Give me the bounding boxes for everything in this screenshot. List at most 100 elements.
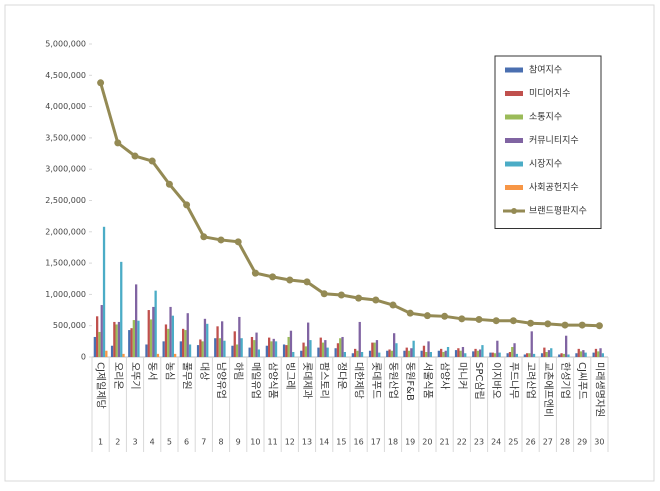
bar bbox=[343, 351, 346, 357]
rank-label: 8 bbox=[218, 438, 223, 447]
bar bbox=[137, 320, 140, 357]
bar bbox=[540, 353, 544, 357]
line-marker bbox=[183, 201, 191, 209]
line-marker bbox=[423, 312, 431, 320]
bar bbox=[309, 340, 312, 357]
bar bbox=[132, 320, 135, 357]
bar bbox=[235, 344, 239, 357]
bar bbox=[422, 345, 426, 357]
line-marker bbox=[97, 79, 105, 87]
rank-label: 17 bbox=[371, 438, 381, 447]
bar bbox=[506, 353, 509, 357]
legend-swatch bbox=[505, 161, 523, 167]
rank-label: 24 bbox=[491, 438, 501, 447]
bar bbox=[390, 350, 393, 357]
bar bbox=[268, 337, 271, 357]
x-tick-label: 남양유업 bbox=[215, 362, 228, 399]
legend-label: 커뮤니티지수 bbox=[529, 135, 579, 146]
legend-label: 사회공헌지수 bbox=[529, 182, 579, 193]
bar bbox=[270, 341, 273, 357]
x-tick-label: 롯데제과 bbox=[301, 362, 313, 399]
bar bbox=[93, 336, 97, 357]
x-tick-label: 빙그레 bbox=[284, 362, 296, 390]
bar bbox=[128, 330, 131, 357]
bar bbox=[214, 338, 217, 357]
legend-label: 미디어지수 bbox=[529, 88, 570, 99]
bar bbox=[489, 352, 492, 357]
bar bbox=[255, 332, 258, 357]
bar bbox=[354, 348, 357, 357]
line-marker bbox=[578, 321, 586, 329]
bar bbox=[513, 343, 516, 357]
bar bbox=[565, 335, 568, 357]
bar bbox=[599, 348, 602, 357]
bar bbox=[173, 353, 177, 357]
bar bbox=[427, 341, 430, 357]
x-tick-label: 동원F&B bbox=[404, 362, 416, 401]
y-tick-label: 3,500,000 bbox=[45, 133, 86, 142]
bar bbox=[395, 343, 398, 357]
bar bbox=[562, 353, 565, 357]
bar bbox=[321, 342, 325, 357]
bar bbox=[496, 340, 499, 357]
line-marker bbox=[441, 312, 449, 320]
rank-label: 6 bbox=[184, 438, 189, 447]
x-tick-label: 동원산업 bbox=[387, 362, 400, 399]
bar bbox=[221, 321, 224, 357]
rank-label: 5 bbox=[167, 438, 172, 447]
rank-label: 12 bbox=[285, 438, 295, 447]
line-marker bbox=[148, 157, 156, 165]
line-marker bbox=[372, 296, 380, 304]
x-tick-label: CJ씨푸드 bbox=[576, 362, 588, 400]
line-marker bbox=[389, 301, 397, 309]
legend-swatch bbox=[505, 138, 523, 143]
rank-label: 9 bbox=[236, 438, 241, 447]
bar bbox=[272, 338, 275, 357]
bar bbox=[339, 338, 342, 357]
bar bbox=[319, 337, 322, 357]
rank-label: 16 bbox=[354, 438, 364, 447]
rank-label: 26 bbox=[526, 438, 536, 447]
line-marker bbox=[561, 321, 569, 329]
bar bbox=[442, 351, 445, 357]
line-marker bbox=[114, 139, 122, 147]
bar bbox=[201, 341, 204, 357]
bar bbox=[388, 349, 391, 357]
bar bbox=[115, 324, 118, 357]
bar bbox=[575, 353, 578, 357]
legend-label: 브랜드평판지수 bbox=[529, 206, 587, 217]
y-tick-label: 2,500,000 bbox=[45, 196, 86, 205]
bar bbox=[289, 330, 293, 357]
y-tick-label: 4,000,000 bbox=[45, 102, 86, 111]
x-tick-label: 하림 bbox=[232, 362, 245, 380]
line-marker bbox=[544, 320, 552, 328]
bar bbox=[135, 284, 138, 357]
bar bbox=[592, 352, 595, 357]
legend-swatch bbox=[505, 91, 523, 96]
x-tick-label: 미래생명자원 bbox=[593, 362, 605, 417]
bar bbox=[597, 351, 600, 357]
legend-label: 소통지수 bbox=[529, 112, 562, 123]
rank-label: 3 bbox=[132, 438, 137, 447]
x-tick-label: 고려산업 bbox=[525, 362, 538, 399]
x-tick-label: 삼양식품 bbox=[267, 362, 279, 399]
line-marker bbox=[406, 309, 414, 317]
bar bbox=[167, 328, 170, 357]
rank-label: 2 bbox=[115, 438, 120, 447]
bar bbox=[515, 353, 518, 357]
line-marker bbox=[527, 319, 535, 327]
bar bbox=[356, 350, 359, 357]
y-tick-label: 0 bbox=[81, 353, 86, 362]
bar bbox=[493, 353, 497, 357]
bar bbox=[149, 319, 153, 357]
bar bbox=[98, 331, 101, 357]
bar bbox=[169, 306, 172, 357]
bar bbox=[292, 351, 295, 357]
bar bbox=[476, 350, 479, 357]
line-marker bbox=[269, 273, 277, 281]
bar bbox=[528, 353, 531, 357]
line-marker bbox=[286, 276, 294, 284]
bar bbox=[393, 333, 396, 357]
bar bbox=[420, 350, 423, 357]
y-tick-label: 3,000,000 bbox=[45, 165, 86, 174]
